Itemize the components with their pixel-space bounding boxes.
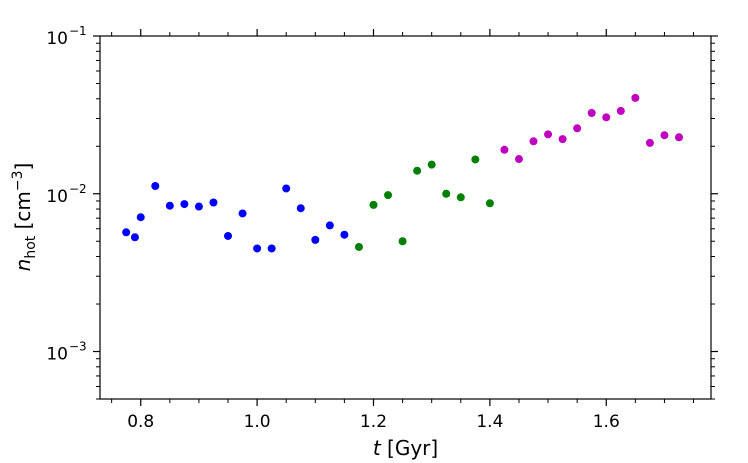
y-axis-label: nhot [cm−3] [10,163,39,272]
data-point-series-3 [558,135,567,144]
data-point-series-1 [267,244,276,253]
data-point-series-1 [253,244,262,253]
x-tick-label: 1.0 [244,412,271,432]
x-axis-label: t [Gyr] [373,436,438,460]
y-tick-exponent: −2 [69,182,87,196]
data-point-series-1 [296,204,305,213]
y-tick-label: 10 [46,29,68,49]
axis-ticks: 0.8 1.0 1.2 1.4 1.610−310−210−1 [46,24,718,432]
data-point-series-1 [180,200,189,209]
data-point-series-3 [573,124,582,133]
data-point-series-3 [645,138,654,147]
y-axis-label-group: nhot [cm−3] [10,163,39,272]
y-tick-exponent: −3 [69,340,87,354]
data-point-series-3 [602,113,611,122]
data-point-series-1 [122,228,131,237]
data-point-series-2 [398,237,407,246]
data-point-series-3 [529,137,538,146]
data-point-series-1 [224,231,233,240]
data-point-series-2 [427,160,436,169]
data-point-series-2 [369,200,378,209]
data-point-series-3 [631,93,640,102]
data-point-series-2 [442,189,451,198]
data-point-series-3 [544,130,553,139]
data-point-series-3 [587,109,596,118]
x-tick-label: 1.2 [360,412,387,432]
y-tick-exponent: −1 [69,24,87,38]
data-point-series-3 [674,133,683,142]
data-point-series-2 [485,199,494,208]
x-tick-label: 1.4 [476,412,503,432]
data-point-series-1 [325,221,334,230]
y-tick-label: 10 [46,345,68,365]
data-point-series-3 [514,155,523,164]
data-point-series-1 [340,230,349,239]
data-point-series-1 [209,198,218,207]
x-tick-label: 0.8 [127,412,154,432]
plot-frame [99,35,712,400]
data-point-series-1 [311,235,320,244]
data-point-series-1 [165,201,174,210]
data-point-series-1 [130,233,139,242]
data-point-series-3 [660,131,669,140]
data-points [122,93,683,253]
data-point-series-1 [136,213,145,222]
data-point-series-1 [282,184,291,193]
data-point-series-2 [354,242,363,251]
data-point-series-3 [500,145,509,154]
x-tick-label: 1.6 [593,412,620,432]
data-point-series-1 [194,202,203,211]
data-point-series-3 [616,106,625,115]
data-point-series-2 [384,191,393,200]
data-point-series-2 [456,193,465,202]
data-point-series-2 [413,166,422,175]
data-point-series-1 [238,209,247,218]
data-point-series-1 [151,181,160,190]
y-tick-label: 10 [46,187,68,207]
data-point-series-2 [471,155,480,164]
